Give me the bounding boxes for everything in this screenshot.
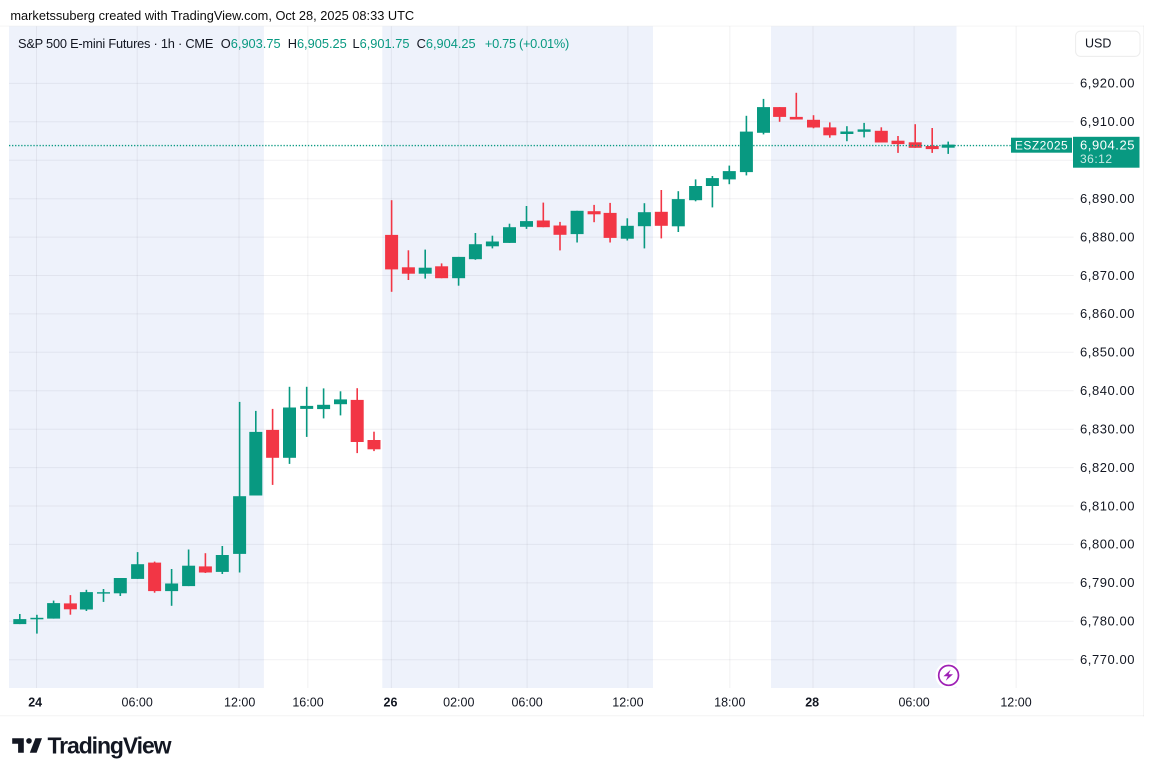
svg-text:C6,904.25: C6,904.25 <box>417 36 476 51</box>
svg-text:L6,901.75: L6,901.75 <box>353 36 410 51</box>
svg-text:6,800.00: 6,800.00 <box>1080 537 1135 552</box>
svg-text:18:00: 18:00 <box>714 696 745 710</box>
svg-text:06:00: 06:00 <box>122 696 153 710</box>
svg-text:02:00: 02:00 <box>443 696 474 710</box>
svg-text:6,780.00: 6,780.00 <box>1080 614 1135 629</box>
svg-text:6,850.00: 6,850.00 <box>1080 345 1135 360</box>
svg-text:28: 28 <box>805 696 819 710</box>
svg-text:6,920.00: 6,920.00 <box>1080 76 1135 91</box>
svg-text:6,790.00: 6,790.00 <box>1080 575 1135 590</box>
svg-text:6,890.00: 6,890.00 <box>1080 191 1135 206</box>
svg-text:6,880.00: 6,880.00 <box>1080 229 1135 244</box>
svg-text:6,870.00: 6,870.00 <box>1080 268 1135 283</box>
svg-text:ESZ2025: ESZ2025 <box>1015 139 1068 153</box>
svg-text:O6,903.75: O6,903.75 <box>221 36 281 51</box>
svg-text:marketssuberg created with Tra: marketssuberg created with TradingView.c… <box>10 8 414 23</box>
svg-text:16:00: 16:00 <box>292 696 323 710</box>
svg-text:6,860.00: 6,860.00 <box>1080 306 1135 321</box>
svg-text:26: 26 <box>384 696 398 710</box>
svg-text:TradingView: TradingView <box>48 732 172 758</box>
svg-text:6,910.00: 6,910.00 <box>1080 114 1135 129</box>
svg-text:6,820.00: 6,820.00 <box>1080 460 1135 475</box>
svg-text:6,840.00: 6,840.00 <box>1080 383 1135 398</box>
svg-text:6,810.00: 6,810.00 <box>1080 498 1135 513</box>
svg-text:24: 24 <box>28 696 42 710</box>
svg-text:06:00: 06:00 <box>511 696 542 710</box>
svg-text:S&P 500 E-mini Futures · 1h ·: S&P 500 E-mini Futures · 1h · CME <box>18 36 213 51</box>
svg-text:+0.75 (+0.01%): +0.75 (+0.01%) <box>485 36 569 51</box>
svg-text:12:00: 12:00 <box>224 696 255 710</box>
svg-text:6,830.00: 6,830.00 <box>1080 422 1135 437</box>
svg-text:12:00: 12:00 <box>1000 696 1031 710</box>
svg-text:USD: USD <box>1085 37 1111 51</box>
svg-text:36:12: 36:12 <box>1080 152 1113 166</box>
svg-text:06:00: 06:00 <box>898 696 929 710</box>
svg-text:12:00: 12:00 <box>612 696 643 710</box>
svg-text:H6,905.25: H6,905.25 <box>288 36 347 51</box>
svg-text:6,770.00: 6,770.00 <box>1080 652 1135 667</box>
svg-text:6,904.25: 6,904.25 <box>1080 137 1135 152</box>
